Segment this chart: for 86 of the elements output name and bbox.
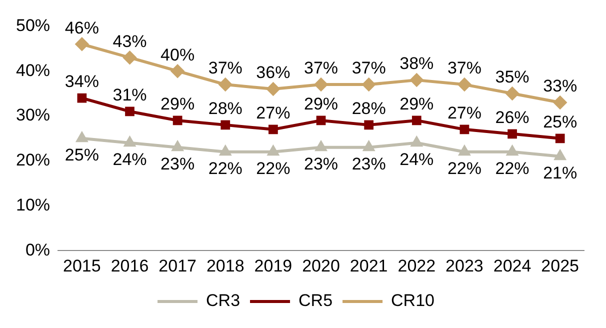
data-label: 24% [112,150,147,170]
x-tick-label: 2018 [206,256,244,276]
point [172,141,183,152]
data-label: 27% [256,104,290,123]
data-label: 22% [208,159,242,178]
x-tick-label: 2024 [493,256,532,276]
data-label: 43% [112,32,147,51]
data-label: 25% [543,112,578,132]
data-label: 22% [447,159,482,178]
point [171,64,184,78]
y-tick-label: 40% [16,60,50,80]
data-label: 37% [208,58,242,78]
legend-label: CR3 [206,291,240,310]
y-tick-label: 20% [16,150,50,170]
x-tick-label: 2023 [446,256,484,276]
data-label: 29% [400,94,434,114]
point [410,74,424,87]
point [314,78,328,92]
data-label: 25% [64,146,99,165]
y-tick-label: 50% [16,16,50,35]
point [123,51,136,64]
x-tick-label: 2016 [110,256,149,276]
data-label: 46% [64,18,99,38]
data-label: 37% [447,58,482,78]
point [77,93,87,103]
point [506,146,518,156]
data-label: 24% [400,150,434,170]
point [460,124,470,134]
point [364,120,374,130]
x-tick-label: 2021 [350,256,388,276]
point [363,141,374,152]
data-label: 27% [447,104,482,123]
point [555,134,565,144]
legend-label: CR5 [298,291,333,310]
data-label: 35% [495,68,530,87]
point [266,82,280,96]
y-tick-label: 0% [25,240,50,260]
data-label: 40% [160,45,195,64]
data-label: 28% [208,99,242,118]
point [412,116,422,126]
point [316,141,326,152]
point [459,146,470,156]
point [220,146,231,156]
point [268,124,278,134]
data-label: 26% [495,108,530,128]
data-label: 33% [543,76,578,96]
point [76,132,88,142]
x-tick-label: 2025 [541,256,580,276]
point [268,146,279,156]
data-label: 37% [352,58,386,78]
legend-label: CR10 [391,291,434,310]
point [554,96,567,109]
data-label: 29% [160,94,195,114]
point [508,129,517,139]
data-label: 36% [256,63,290,82]
point [124,136,136,147]
point [218,78,232,92]
data-label: 37% [304,58,338,78]
data-label: 38% [400,54,434,74]
data-label: 23% [304,154,338,174]
data-label: 28% [352,99,386,118]
point [172,116,182,126]
point [411,136,422,147]
data-label: 29% [304,94,338,114]
data-label: 31% [112,86,147,105]
x-tick-label: 2022 [398,256,436,276]
point [75,38,88,51]
y-tick-label: 10% [16,195,50,214]
data-label: 21% [543,164,578,183]
point [316,116,326,126]
point [506,87,519,100]
data-label: 23% [352,154,386,174]
data-label: 22% [495,159,530,178]
data-label: 34% [64,72,99,92]
x-tick-label: 2017 [158,256,196,276]
point [362,78,376,92]
point [554,150,566,160]
x-tick-label: 2015 [63,256,101,276]
y-tick-label: 30% [16,106,50,125]
x-tick-label: 2019 [254,256,292,276]
x-tick-label: 2020 [302,256,340,276]
point [458,78,471,92]
point [220,120,230,130]
data-label: 22% [256,159,290,178]
data-label: 23% [160,154,195,174]
point [125,106,134,116]
